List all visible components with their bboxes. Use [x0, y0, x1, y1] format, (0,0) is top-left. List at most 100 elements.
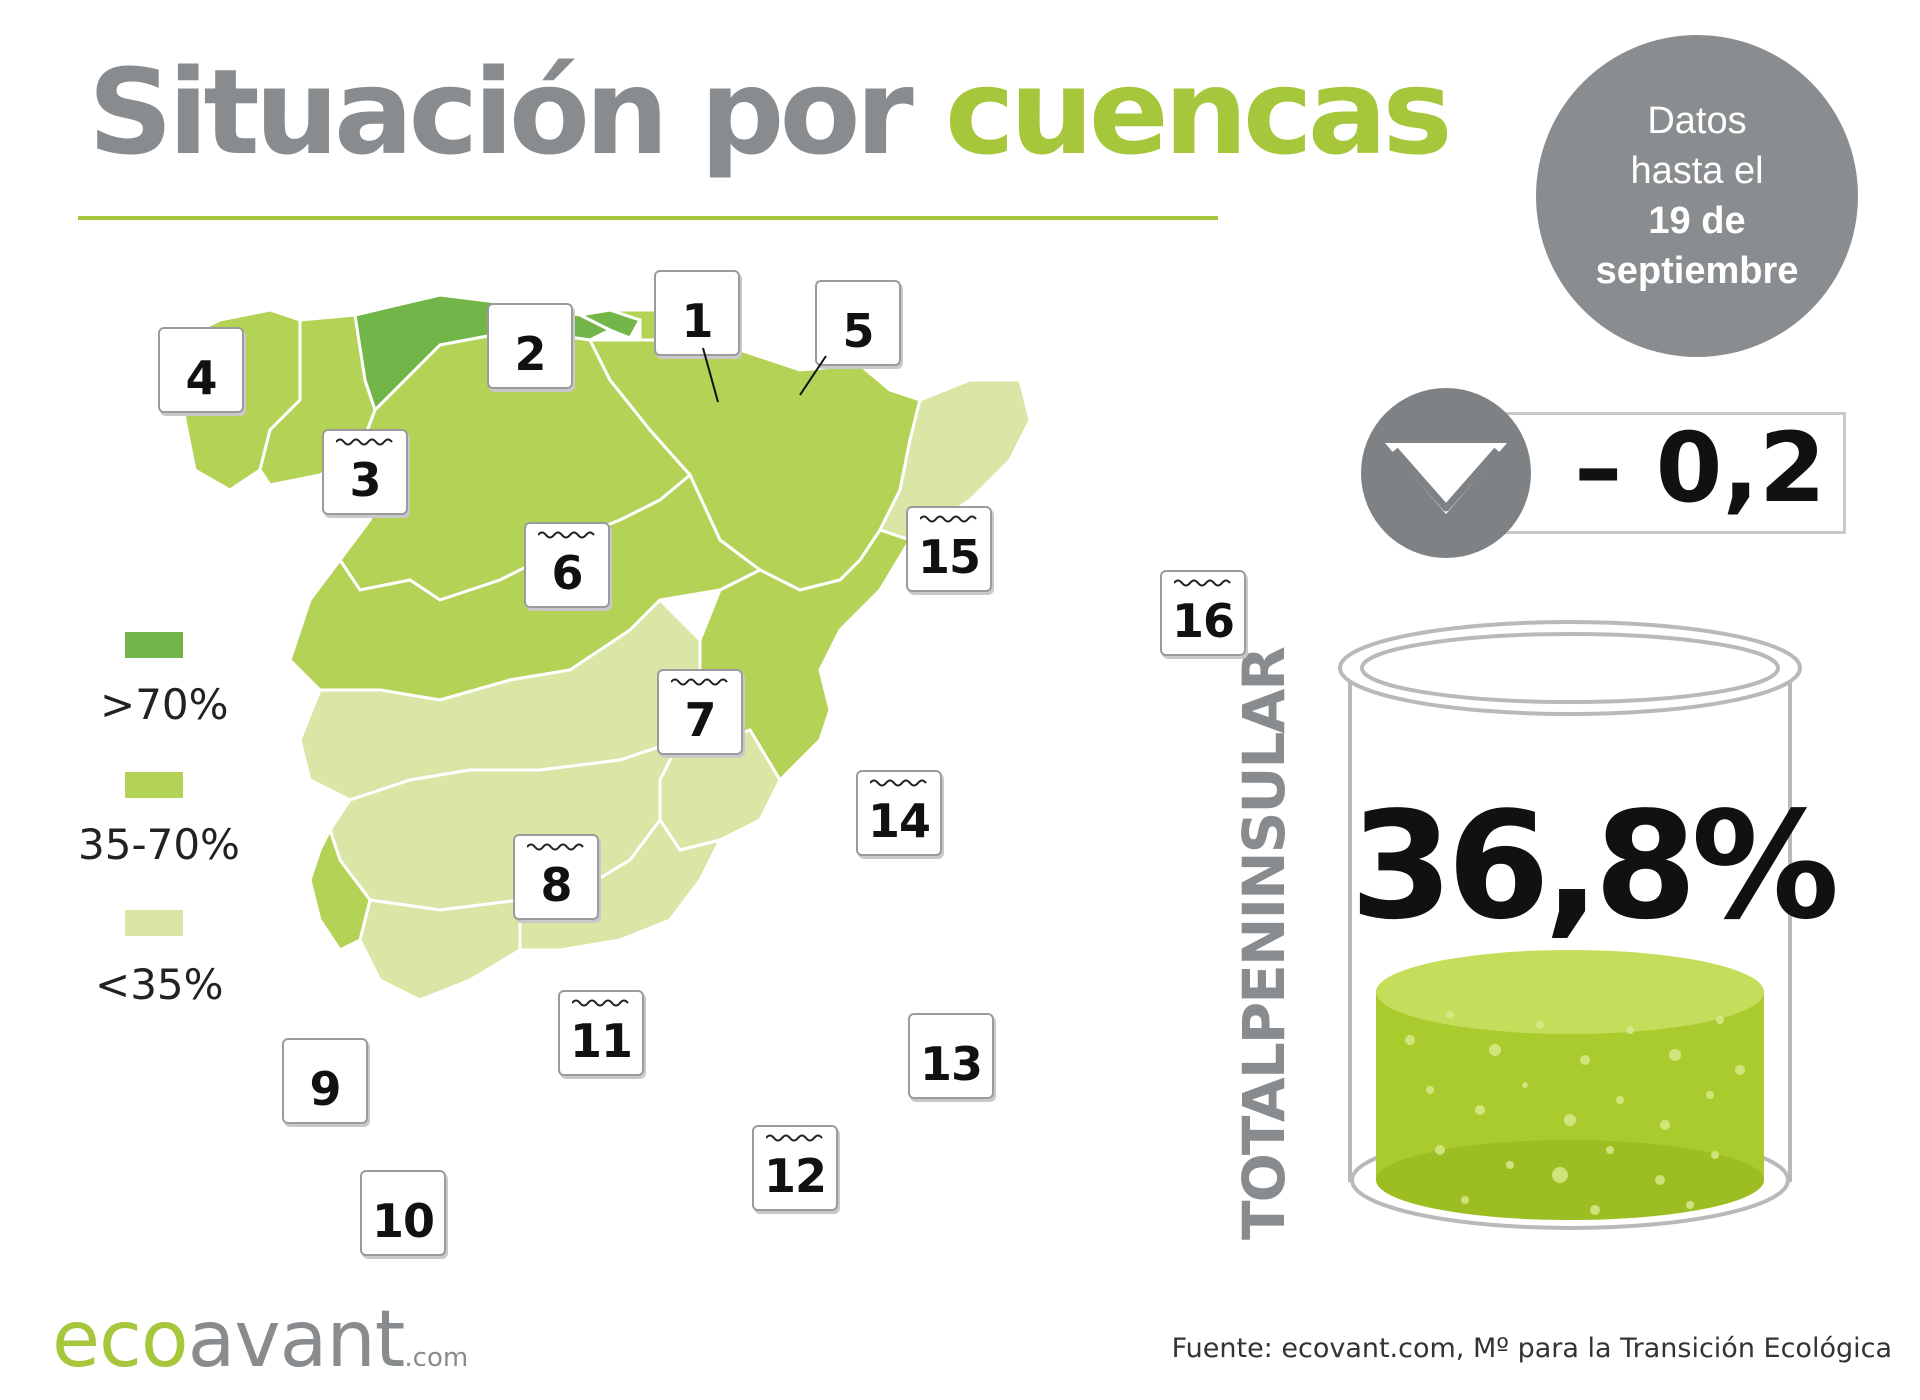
jar-bubble [1446, 1011, 1454, 1019]
basin-label-7: 7 [657, 669, 743, 755]
jar-bubble [1616, 1096, 1624, 1104]
basin-9-region [308, 826, 372, 952]
total-percentage: 36,8% [1350, 780, 1839, 952]
wave-icon [870, 779, 927, 787]
wave-icon [572, 999, 629, 1007]
jar-bubble [1489, 1044, 1501, 1056]
legend-label-mid: 35-70% [78, 820, 240, 869]
page-title: Situación por cuencas [88, 47, 1453, 178]
jar-liquid-surface [1376, 950, 1764, 1034]
basin-label-16: 16 [1160, 570, 1246, 656]
basin-1-region [575, 308, 643, 340]
title-underline [78, 216, 1218, 220]
wave-icon [1174, 579, 1231, 587]
basin-label-5: 5 [815, 280, 901, 366]
jar-bubble [1606, 1146, 1614, 1154]
basin-label-15: 15 [906, 506, 992, 592]
basin-label-14: 14 [856, 770, 942, 856]
jar-bubble [1522, 1082, 1528, 1088]
jar-bubble [1580, 1055, 1590, 1065]
basin-label-4-number: 4 [185, 351, 217, 405]
jar-bubble [1475, 1105, 1485, 1115]
jar-bubble [1660, 1120, 1670, 1130]
jar-bubbles [1405, 1011, 1745, 1215]
date-badge-line-3: 19 de [1648, 200, 1746, 242]
basin-label-7-number: 7 [684, 693, 716, 747]
legend-swatch-mid [125, 772, 183, 798]
basin-label-9: 9 [282, 1038, 368, 1124]
jar-bubble [1426, 1086, 1434, 1094]
basin-label-3-number: 3 [349, 453, 381, 507]
basin-label-6-number: 6 [551, 546, 583, 600]
jar-bubble [1405, 1035, 1415, 1045]
wave-icon [671, 678, 728, 686]
basin-label-1-number: 1 [681, 294, 713, 348]
basin-label-11-number: 11 [569, 1014, 633, 1068]
basin-label-16-number: 16 [1171, 594, 1235, 648]
basin-label-10: 10 [360, 1170, 446, 1256]
jar-bubble [1536, 1021, 1544, 1029]
basin-label-3: 3 [322, 429, 408, 515]
wave-icon [766, 1134, 823, 1142]
legend-label-high: >70% [100, 680, 229, 729]
date-badge-line-2: hasta el [1630, 150, 1764, 192]
legend-label-low: <35% [95, 960, 224, 1009]
jar-bubble [1506, 1161, 1514, 1169]
jar-bubble [1669, 1049, 1681, 1061]
jar-bubble [1564, 1114, 1576, 1126]
jar-bubble [1711, 1151, 1719, 1159]
date-badge-line-4: septiembre [1595, 250, 1799, 292]
jar-bubble [1626, 1026, 1634, 1034]
basin-label-13: 13 [908, 1013, 994, 1099]
ecoavant-logo: ecoavant.com [52, 1295, 468, 1385]
basin-label-13-number: 13 [919, 1037, 983, 1091]
basin-label-8: 8 [513, 834, 599, 920]
jar-bubble [1706, 1091, 1714, 1099]
jar-rim-inner [1360, 632, 1780, 704]
title-part-1: Situación por [88, 43, 914, 181]
jar-bubble [1686, 1201, 1694, 1209]
basin-label-6: 6 [524, 522, 610, 608]
basin-label-15-number: 15 [917, 530, 981, 584]
basin-label-12-number: 12 [763, 1149, 827, 1203]
basin-label-9-number: 9 [309, 1062, 341, 1116]
basin-label-2-number: 2 [514, 327, 546, 381]
basin-label-1: 1 [654, 270, 740, 356]
down-triangle-icon-shape [1385, 443, 1507, 514]
logo-avant: avant [187, 1295, 406, 1385]
jar-rim-outer [1338, 620, 1802, 716]
jar-bubble [1655, 1175, 1665, 1185]
basin-label-10-number: 10 [371, 1194, 435, 1248]
down-triangle-icon [1361, 388, 1531, 558]
date-badge-line-1: Datos [1647, 100, 1747, 142]
weekly-change-box [1502, 412, 1846, 534]
basin-label-4: 4 [158, 327, 244, 413]
jar-bubble [1716, 1016, 1724, 1024]
title-part-2: cuencas [944, 43, 1453, 181]
jar-bubble [1461, 1196, 1469, 1204]
source-credit: Fuente: ecovant.com, Mº para la Transici… [1171, 1333, 1892, 1364]
basin-label-11: 11 [558, 990, 644, 1076]
jar-bubble [1552, 1167, 1568, 1183]
legend-swatch-high [125, 632, 183, 658]
basin-10-region [358, 898, 522, 1002]
date-badge: Datos hasta el 19 de septiembre [1536, 35, 1858, 357]
wave-icon [336, 438, 393, 446]
jar-bubble [1735, 1065, 1745, 1075]
basin-label-5-number: 5 [842, 304, 874, 358]
logo-com: .com [404, 1343, 469, 1373]
weekly-change-value: – 0,2 [1574, 412, 1826, 524]
jar-bubble [1435, 1145, 1445, 1155]
wave-icon [538, 531, 595, 539]
legend-swatch-low [125, 910, 183, 936]
jar-bubble [1590, 1205, 1600, 1215]
wave-icon [920, 515, 977, 523]
basin-label-14-number: 14 [867, 794, 931, 848]
basin-label-8-number: 8 [540, 858, 572, 912]
basin-16-region [877, 378, 1032, 542]
logo-eco: eco [52, 1295, 189, 1385]
jar-liquid-bottom [1376, 1140, 1764, 1220]
wave-icon [527, 843, 584, 851]
basin-label-2: 2 [487, 303, 573, 389]
reservoir-jar-illustration [1338, 620, 1802, 1230]
